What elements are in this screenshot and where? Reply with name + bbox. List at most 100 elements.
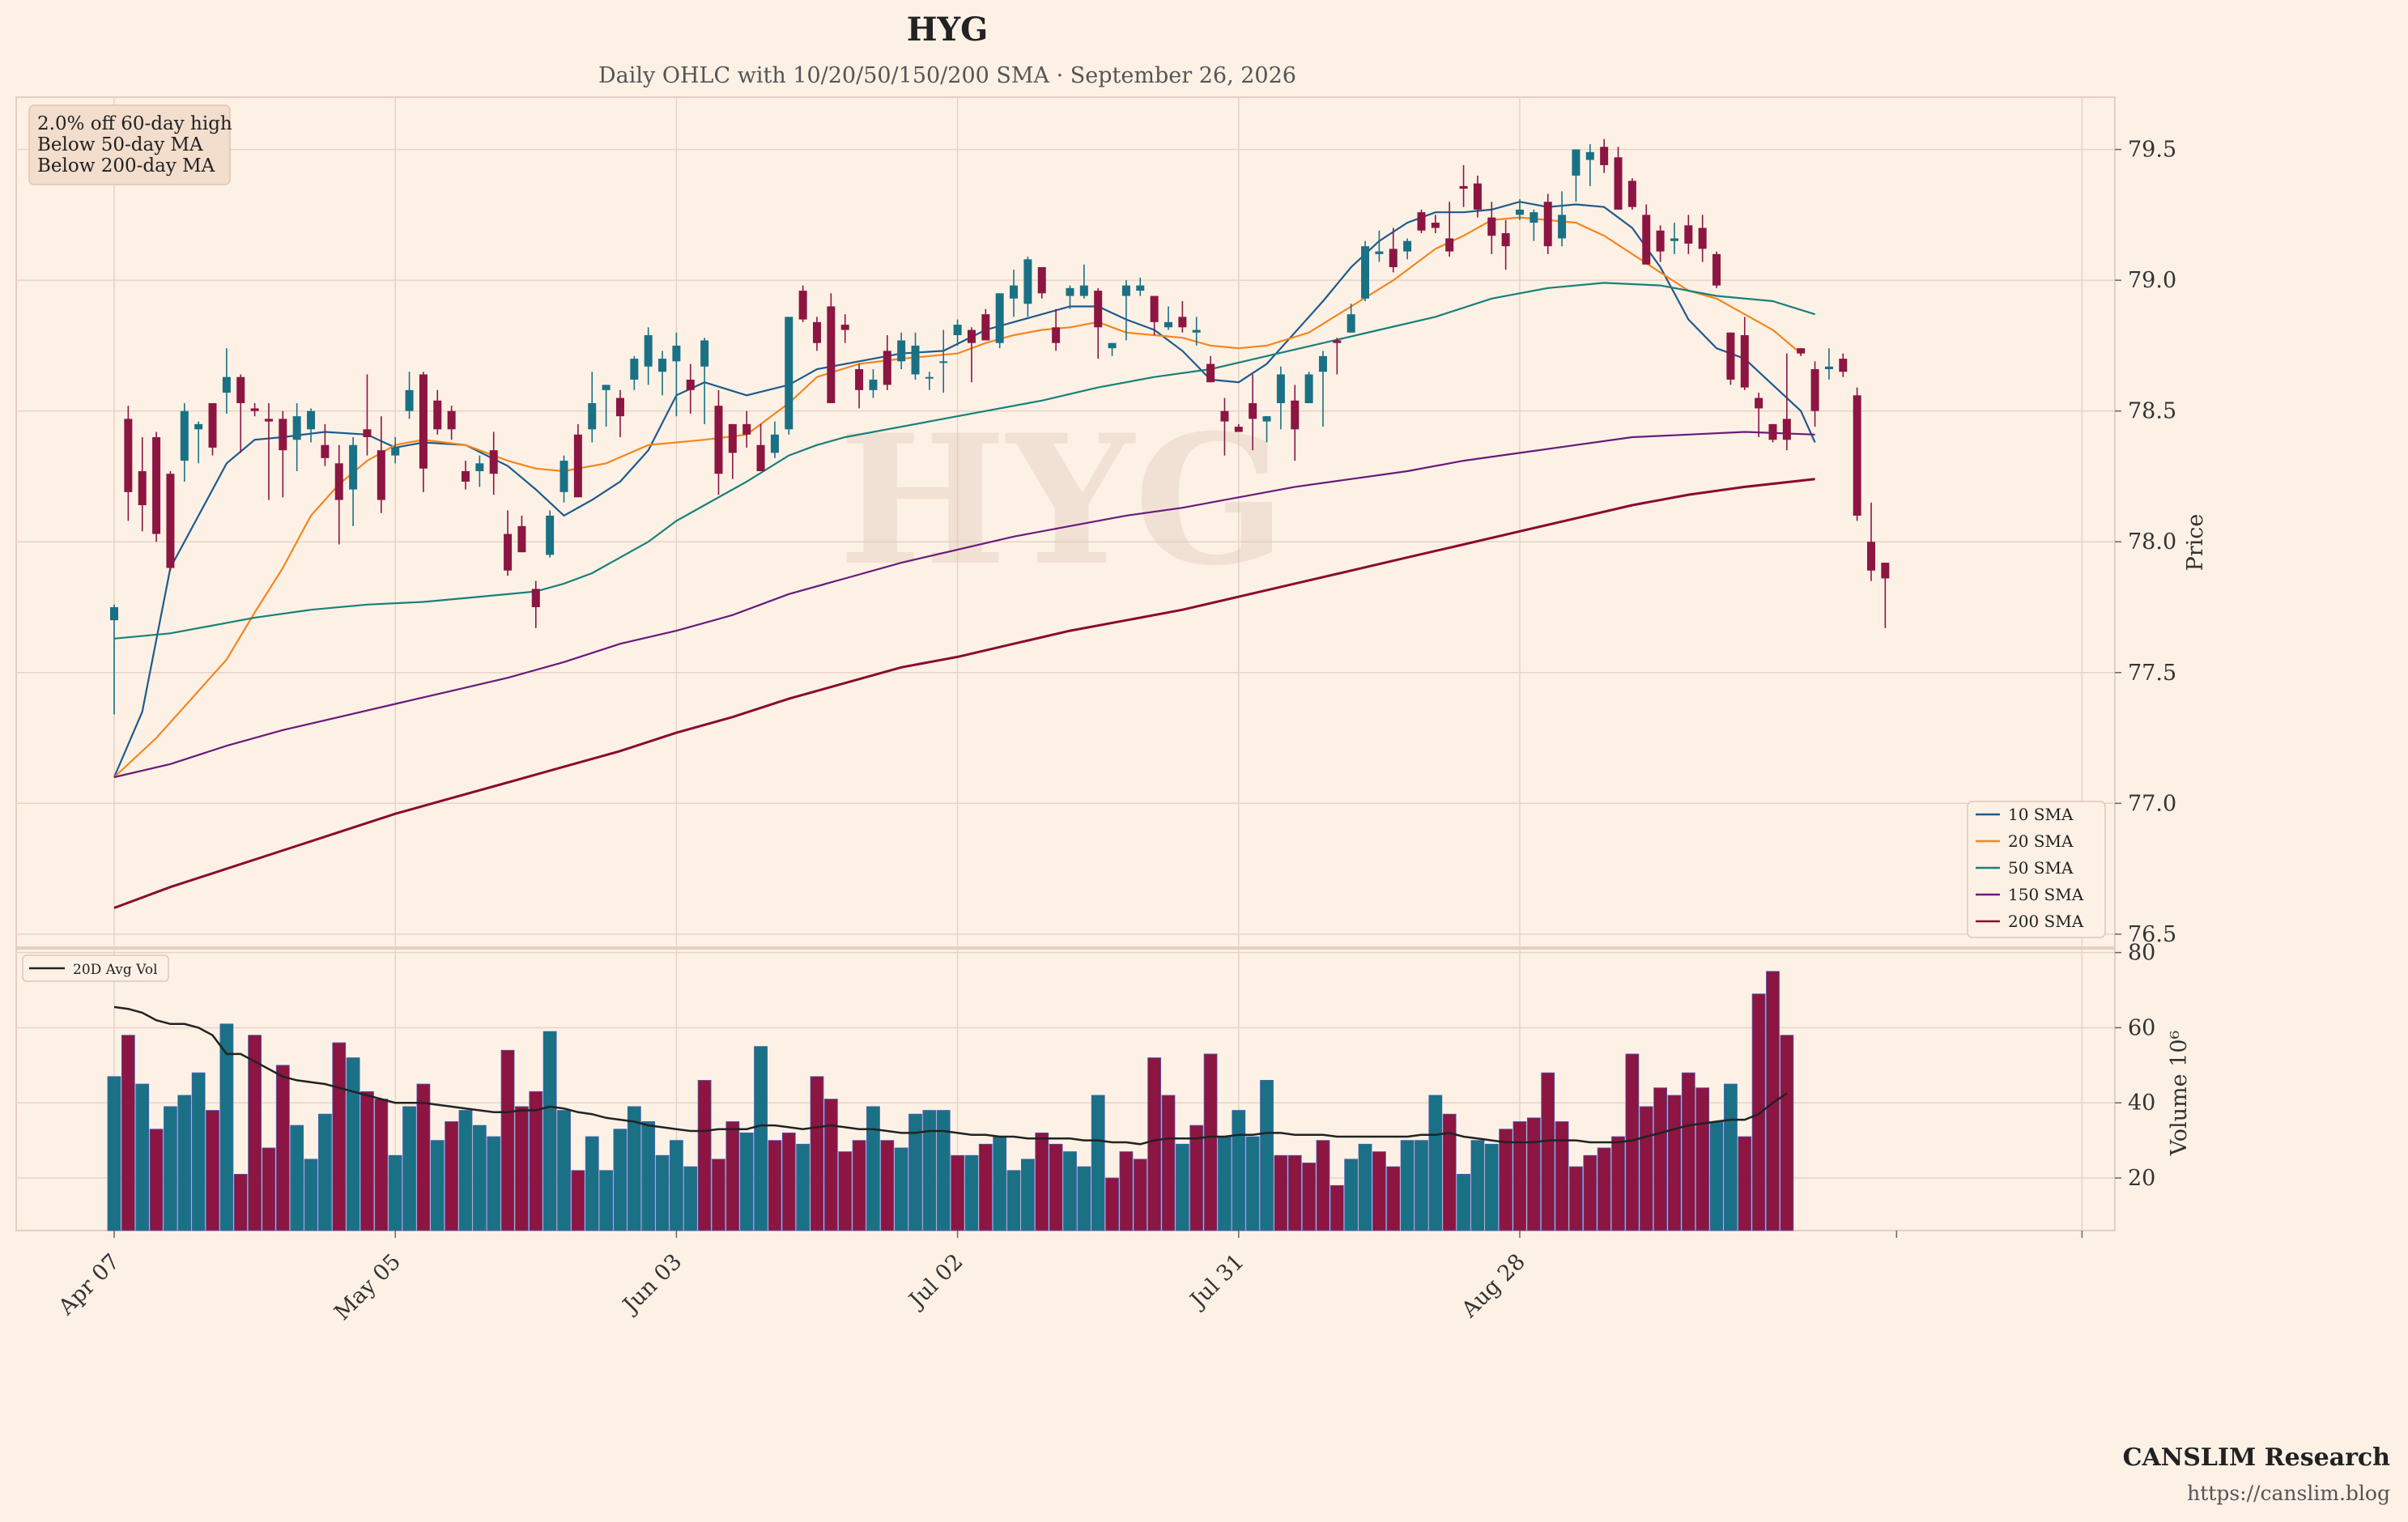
legend-label-150-sma: 150 SMA — [2008, 885, 2084, 904]
candle-body — [517, 525, 526, 553]
candle-body — [1782, 419, 1791, 440]
volume-bar — [1457, 1174, 1470, 1231]
price-tick-label: 79.5 — [2128, 138, 2176, 163]
volume-bar — [1105, 1177, 1119, 1231]
volume-bar — [993, 1136, 1007, 1231]
candle-body — [700, 340, 709, 367]
candle-body — [334, 463, 343, 500]
time-tick-label: Aug 28 — [1457, 1249, 1530, 1323]
volume-bar — [1133, 1159, 1147, 1231]
volume-bar — [1330, 1184, 1344, 1231]
candle-body — [630, 359, 639, 380]
volume-bar — [1400, 1140, 1415, 1231]
watermark: HYG — [839, 395, 1287, 605]
candle-body — [1052, 327, 1061, 343]
volume-bar — [1653, 1087, 1667, 1231]
volume-bar — [1526, 1117, 1541, 1231]
candle-body — [756, 444, 765, 471]
volume-bar — [1077, 1166, 1091, 1231]
candle-body — [827, 306, 836, 403]
volume-bar — [1021, 1159, 1035, 1231]
candle-body — [798, 291, 807, 320]
candle-body — [462, 471, 470, 482]
volume-bar — [557, 1110, 571, 1231]
candle-body — [1459, 185, 1468, 189]
volume-bar — [135, 1083, 150, 1231]
candle-body — [194, 423, 203, 430]
candle-body — [813, 321, 821, 343]
candle-body — [1347, 314, 1355, 333]
volume-bar — [164, 1106, 177, 1231]
candle-body — [714, 406, 723, 474]
volume-bar — [1415, 1140, 1428, 1231]
volume-bar — [1386, 1166, 1401, 1231]
volume-bar — [177, 1095, 192, 1231]
candle-body — [1642, 215, 1651, 265]
candle-body — [250, 408, 259, 411]
annotation-line-2: Below 50-day MA — [37, 134, 203, 155]
candle-body — [264, 419, 273, 422]
candle-body — [573, 434, 582, 498]
volume-bar — [1218, 1136, 1232, 1231]
volume-bar — [191, 1072, 206, 1231]
volume-bar — [768, 1140, 782, 1231]
candle-body — [855, 369, 864, 390]
candle-body — [1810, 369, 1819, 411]
legend-label-20-sma: 20 SMA — [2008, 831, 2074, 851]
volume-bar — [1203, 1053, 1218, 1231]
candle-body — [559, 461, 568, 492]
price-tick-label: 77.0 — [2128, 791, 2176, 816]
volume-bar — [233, 1174, 248, 1231]
volume-bar — [346, 1057, 360, 1231]
volume-bar — [852, 1140, 866, 1231]
volume-bar — [936, 1110, 951, 1231]
volume-tick-label: 40 — [2128, 1090, 2155, 1116]
volume-bar — [1723, 1083, 1738, 1231]
annotation-line-3: Below 200-day MA — [37, 155, 215, 176]
candle-body — [1585, 151, 1594, 160]
candle-body — [433, 400, 442, 430]
avg-volume-line — [113, 1005, 1788, 1146]
candle-body — [124, 419, 133, 492]
volume-bar — [1091, 1095, 1105, 1231]
volume-bar — [1597, 1147, 1611, 1231]
price-tick-label: 78.0 — [2128, 529, 2176, 555]
volume-bar — [1161, 1095, 1176, 1231]
candle-body — [1178, 317, 1187, 328]
volume-bar — [922, 1110, 937, 1231]
volume-bar — [1738, 1136, 1752, 1231]
volume-bar — [275, 1065, 290, 1231]
volume-legend: 20D Avg Vol — [22, 954, 169, 982]
volume-bar — [262, 1147, 276, 1231]
candle-body — [292, 416, 301, 440]
volume-bar — [1625, 1053, 1640, 1231]
volume-bar — [951, 1154, 964, 1231]
volume-bar — [1358, 1143, 1372, 1231]
volume-legend-box — [22, 954, 169, 982]
candle-body — [1853, 395, 1861, 516]
brand-url: https://canslim.blog — [2187, 1482, 2390, 1505]
candle-body — [869, 379, 878, 390]
volume-bar — [725, 1121, 740, 1231]
volume-bar — [374, 1099, 389, 1231]
candle-body — [1010, 285, 1019, 299]
volume-bars — [107, 971, 1794, 1231]
volume-bar — [430, 1140, 445, 1231]
price-tick-label: 76.5 — [2128, 922, 2176, 947]
volume-bar — [458, 1110, 473, 1231]
candle-body — [236, 376, 245, 403]
candle-body — [349, 444, 358, 490]
candle-body — [377, 450, 385, 500]
price-tick-label: 77.5 — [2128, 661, 2176, 686]
candle-body — [1572, 149, 1581, 176]
candle-body — [939, 361, 948, 363]
brand-name: CANSLIM Research — [2123, 1443, 2391, 1472]
candle-body — [911, 345, 920, 375]
candle-body — [279, 419, 287, 451]
annotation-box — [28, 104, 231, 185]
volume-bar — [697, 1080, 712, 1231]
candle-body — [419, 374, 428, 469]
candle-body — [489, 450, 498, 474]
candle-body — [897, 340, 906, 362]
candle-body — [840, 325, 849, 330]
